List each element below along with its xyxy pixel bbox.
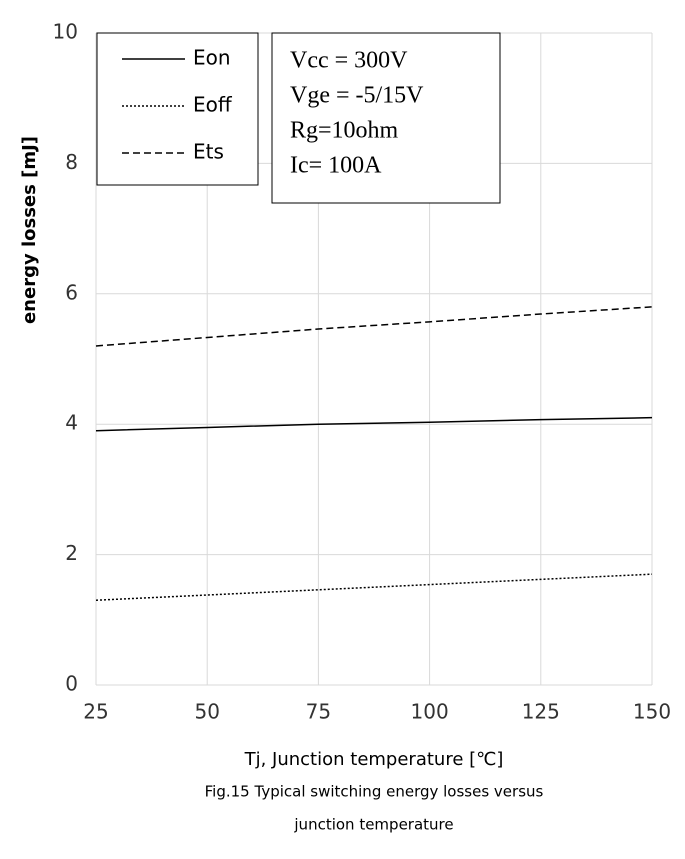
- annotation: Vge = -5/15V: [290, 83, 424, 109]
- x-tick-label: 100: [411, 700, 449, 724]
- series-line: [95, 416, 653, 432]
- x-tick-label: 125: [522, 700, 560, 724]
- x-axis-label: Tj, Junction temperature [℃]: [244, 749, 504, 770]
- series-line: [95, 573, 653, 601]
- y-tick-label: 8: [65, 150, 78, 174]
- caption: Fig.15 Typical switching energy losses v…: [205, 783, 544, 801]
- y-tick-label: 0: [65, 672, 78, 696]
- x-tick-label: 150: [633, 700, 671, 724]
- x-tick-label: 25: [83, 700, 108, 724]
- legend-label: Eon: [193, 46, 231, 70]
- x-tick-label: 50: [194, 700, 219, 724]
- y-tick-label: 10: [53, 20, 78, 44]
- y-axis-label: energy losses [mJ]: [19, 136, 40, 324]
- legend-box: [96, 32, 259, 186]
- legend-label: Eoff: [193, 93, 233, 117]
- x-tick-label: 75: [306, 700, 331, 724]
- caption: junction temperature: [293, 816, 453, 834]
- annotation: Ic= 100A: [290, 153, 382, 179]
- y-tick-label: 2: [65, 541, 78, 565]
- y-tick-label: 6: [65, 280, 78, 304]
- annotation: Vcc = 300V: [290, 48, 408, 74]
- series-line: [95, 306, 653, 347]
- annotation: Rg=10ohm: [290, 118, 399, 144]
- annotation-box: [271, 32, 501, 204]
- legend-label: Ets: [193, 140, 224, 164]
- y-tick-label: 4: [65, 411, 78, 435]
